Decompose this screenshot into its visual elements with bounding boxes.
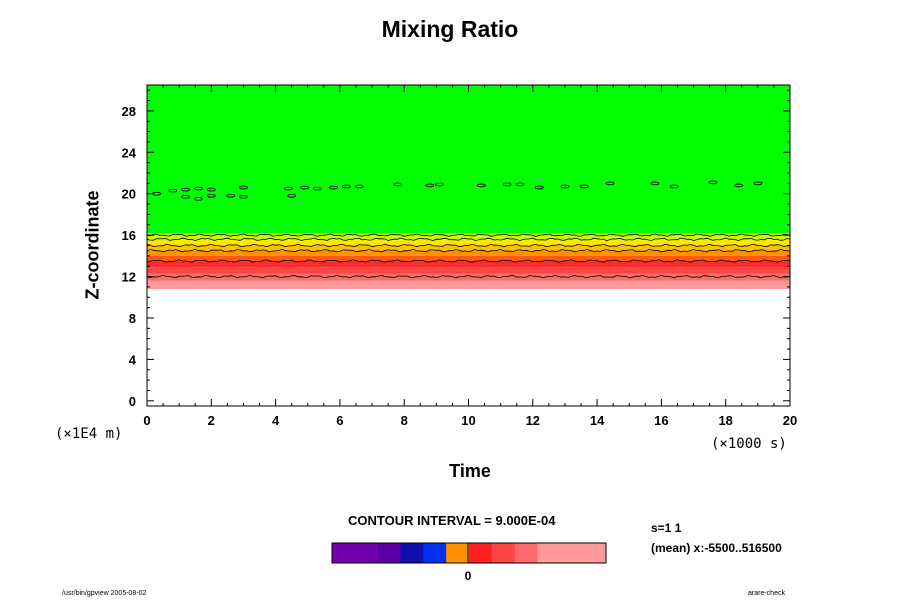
- contour-band-0: [147, 280, 790, 289]
- contour-line-0: [146, 274, 791, 279]
- contour-band-9: [147, 85, 790, 234]
- small-contour-25: [560, 184, 570, 189]
- y-tick-label: 12: [122, 270, 136, 285]
- small-contour-24: [534, 185, 544, 190]
- small-contour-28: [650, 181, 660, 186]
- x-axis-unit: (×1000 s): [711, 436, 787, 452]
- contour-interval-label: CONTOUR INTERVAL = 9.000E-04: [348, 513, 556, 528]
- contour-band-4: [147, 255, 790, 262]
- contour-band-8: [147, 233, 790, 240]
- y-tick-label: 28: [122, 104, 136, 119]
- small-contour-20: [435, 182, 444, 187]
- colorbar-swatch-2: [377, 543, 401, 563]
- x-tick-label: 0: [143, 413, 150, 428]
- footer-signature: arare-check: [748, 590, 785, 597]
- contour-band-5: [147, 250, 790, 256]
- contour-band-6: [147, 245, 790, 251]
- x-axis-label: Time: [449, 461, 491, 481]
- colorbar-swatch-9: [537, 543, 561, 563]
- small-contour-3: [181, 195, 190, 199]
- contour-line-4: [146, 237, 791, 242]
- colorbar-swatch-11: [583, 543, 607, 563]
- x-tick-label: 8: [401, 413, 408, 428]
- colorbar-swatch-0: [332, 543, 356, 563]
- x-tick-label: 18: [718, 413, 732, 428]
- y-tick-label: 24: [122, 145, 137, 160]
- contour-band-7: [147, 239, 790, 246]
- y-tick-label: 8: [129, 311, 136, 326]
- small-contour-32: [753, 181, 763, 186]
- colorbar-swatch-6: [469, 543, 493, 563]
- small-contour-29: [669, 184, 679, 189]
- small-contour-31: [734, 183, 743, 188]
- small-contour-2: [181, 187, 190, 192]
- x-tick-label: 12: [526, 413, 540, 428]
- small-contour-5: [194, 197, 203, 201]
- y-axis-label: Z-coordinate: [82, 190, 103, 300]
- small-contour-9: [239, 185, 248, 190]
- small-contour-22: [502, 182, 512, 187]
- y-axis-unit: (×1E4 m): [55, 426, 123, 442]
- small-contour-4: [194, 186, 203, 191]
- small-contour-14: [312, 186, 322, 191]
- small-contour-30: [708, 180, 718, 185]
- small-contour-19: [425, 183, 435, 188]
- small-contour-11: [284, 186, 293, 191]
- mean-range-info: (mean) x:-5500..516500: [651, 541, 782, 555]
- small-contour-12: [287, 193, 297, 198]
- y-tick-label: 4: [129, 352, 137, 367]
- colorbar-swatch-7: [491, 543, 516, 563]
- x-tick-label: 6: [336, 413, 343, 428]
- small-contour-23: [515, 182, 525, 187]
- small-contour-7: [206, 193, 216, 198]
- contour-line-2: [146, 248, 791, 253]
- contour-band-1: [147, 273, 790, 281]
- contour-band-2: [147, 267, 790, 274]
- small-contour-10: [239, 195, 248, 199]
- colorbar-swatch-8: [514, 543, 538, 563]
- x-tick-label: 4: [272, 413, 280, 428]
- y-tick-label: 16: [122, 228, 136, 243]
- slice-info: s=1 1: [651, 521, 682, 535]
- small-contour-13: [300, 185, 309, 190]
- colorbar-swatch-4: [423, 543, 447, 563]
- x-tick-label: 20: [783, 413, 797, 428]
- small-contour-17: [354, 184, 364, 189]
- x-tick-label: 2: [208, 413, 215, 428]
- small-contour-27: [605, 181, 615, 186]
- small-contour-15: [329, 185, 338, 190]
- small-contour-18: [393, 182, 403, 187]
- x-tick-label: 10: [461, 413, 475, 428]
- colorbar-zero-label: 0: [464, 569, 472, 583]
- colorbar-swatch-1: [354, 543, 379, 563]
- x-tick-label: 14: [590, 413, 605, 428]
- small-contour-26: [579, 184, 589, 189]
- contour-line-5: [146, 233, 791, 237]
- y-tick-label: 0: [129, 394, 136, 409]
- colorbar-frame: [331, 542, 607, 564]
- footer-command: /usr/bin/gpview 2005-08-02: [62, 590, 147, 597]
- contour-line-3: [146, 243, 790, 248]
- colorbar-swatch-3: [400, 543, 424, 563]
- y-tick-label: 20: [122, 187, 136, 202]
- small-contour-21: [476, 183, 486, 188]
- colorbar-swatch-10: [560, 543, 584, 563]
- small-contour-16: [341, 184, 351, 189]
- contour-line-1: [146, 259, 791, 263]
- small-contour-1: [168, 188, 178, 193]
- contour-band-3: [147, 261, 790, 268]
- chart-title: Mixing Ratio: [381, 16, 519, 42]
- small-contour-8: [226, 193, 235, 198]
- small-contour-6: [206, 187, 216, 192]
- colorbar-swatch-5: [446, 543, 470, 563]
- x-tick-label: 16: [654, 413, 668, 428]
